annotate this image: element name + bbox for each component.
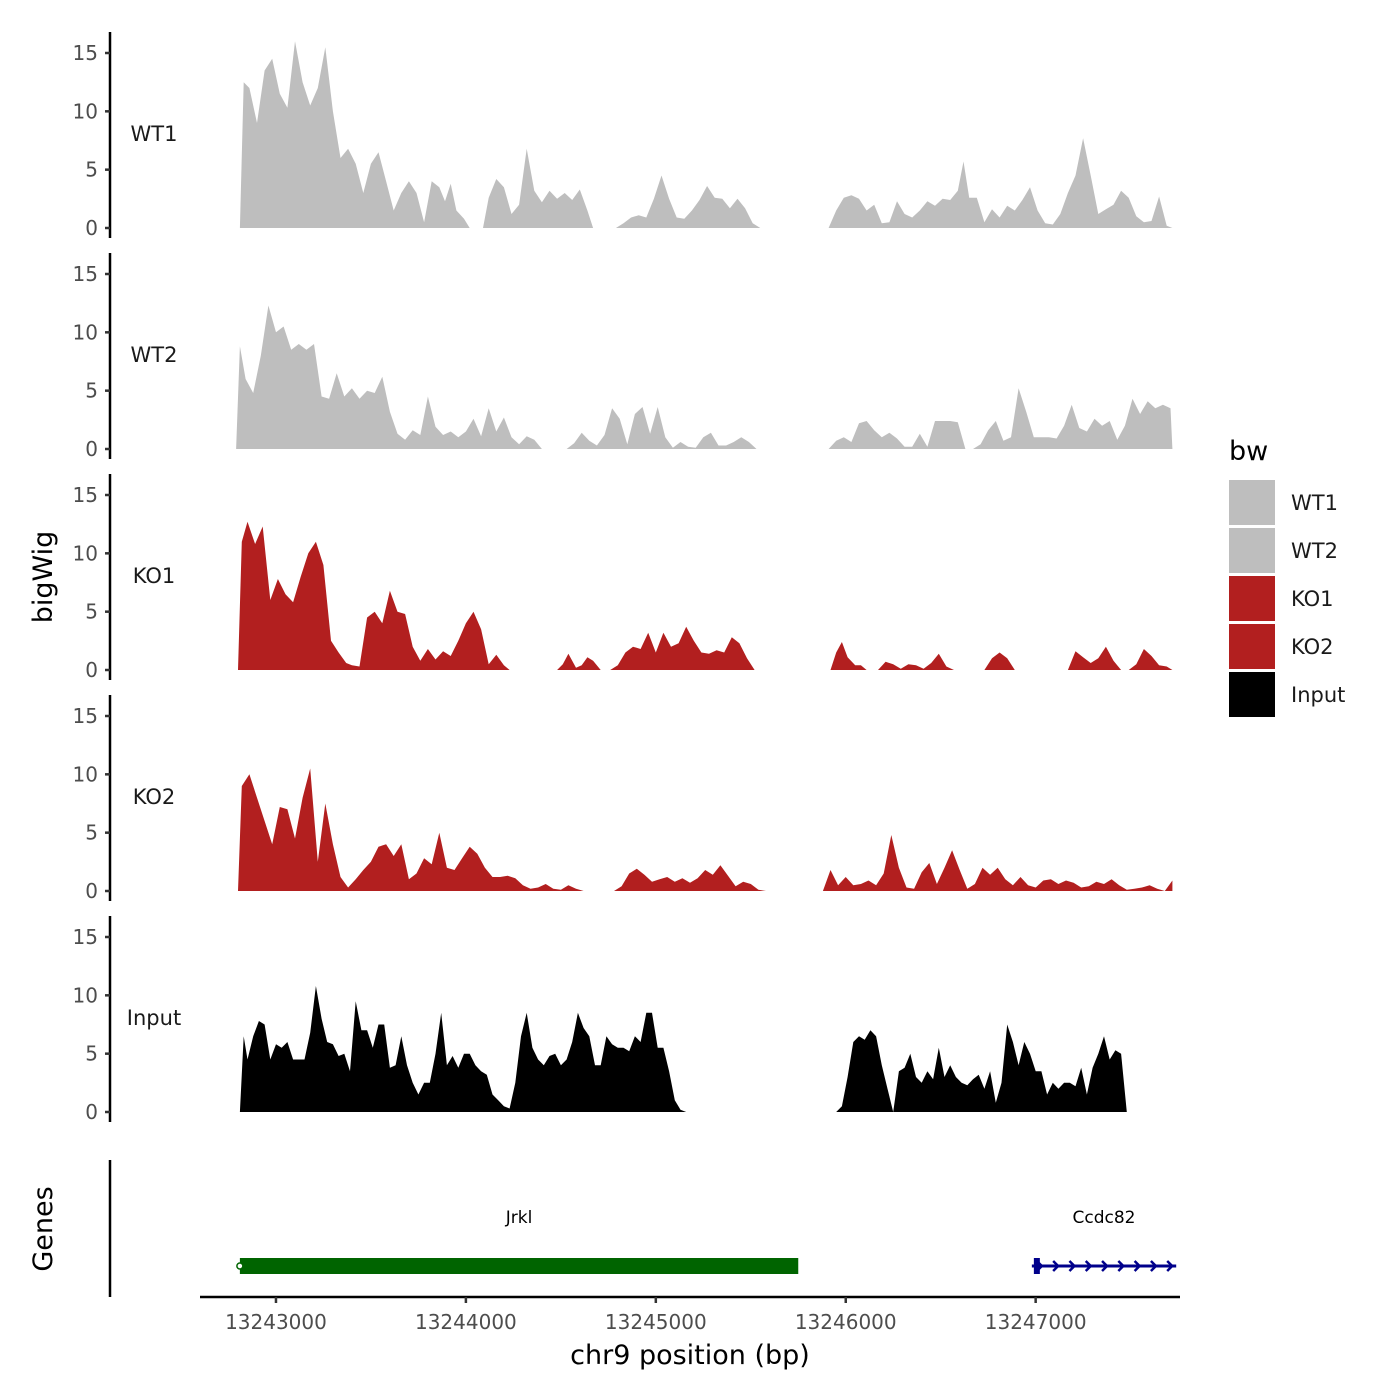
track-label: KO2: [133, 785, 176, 809]
y-tick-label: 0: [85, 437, 98, 461]
gene-strand-arrow: [1052, 1260, 1060, 1272]
legend-key: [1229, 576, 1275, 621]
tracks-panel: 0 5 10 15 WT1 0 5 10 15 WT2 0 5 10 15 KO1 0 5 10 15 KO2 0 5 10…: [73, 32, 1173, 1124]
legend-key: [1229, 672, 1275, 717]
genes-panel: Jrkl Ccdc82: [108, 1160, 1177, 1297]
gene-strand-arrow: [1035, 1260, 1044, 1272]
gene-strand-arrow: [1101, 1260, 1109, 1272]
area-ko2-segment-3: [822, 835, 1173, 891]
area-wt2-segment-3: [828, 388, 1173, 449]
y-tick-label: 15: [73, 483, 98, 507]
y-tick-label: 5: [85, 379, 98, 403]
legend-item-wt2: WT2: [1229, 528, 1338, 573]
legend-label: WT2: [1291, 539, 1338, 563]
y-tick-label: 10: [73, 99, 98, 123]
legend-item-ko2: KO2: [1229, 624, 1334, 669]
area-wt1-segment-1: [239, 41, 482, 228]
y-tick-label: 10: [73, 762, 98, 786]
track-wt2: 0 5 10 15 WT2: [73, 253, 1173, 461]
y-tick-label: 5: [85, 158, 98, 182]
x-tick-label: 13246000: [795, 1310, 897, 1334]
legend-title: bw: [1229, 436, 1268, 467]
y-tick-label: 5: [85, 1042, 98, 1066]
x-tick-label: 13245000: [605, 1310, 707, 1334]
y-tick-label: 10: [73, 541, 98, 565]
gene-strand-arrow: [1084, 1260, 1093, 1272]
x-tick-label: 13244000: [415, 1310, 517, 1334]
area-ko2-segment-2: [614, 865, 766, 891]
track-wt1: 0 5 10 15 WT1: [73, 32, 1173, 240]
y-tick-label: 15: [73, 925, 98, 949]
legend-key: [1229, 528, 1275, 573]
gene-ccdc82: Ccdc82: [1031, 1208, 1177, 1274]
x-tick-label: 13243000: [225, 1310, 327, 1334]
legend-key: [1229, 480, 1275, 525]
x-tick-label: 13247000: [985, 1310, 1087, 1334]
gene-jrkl: Jrkl: [236, 1208, 799, 1274]
gene-exon: [239, 1258, 799, 1274]
legend-label: WT1: [1291, 491, 1338, 515]
track-label: WT2: [131, 343, 178, 367]
area-ko1-segment-2: [557, 626, 755, 670]
track-label: KO1: [133, 564, 176, 588]
y-tick-label: 0: [85, 1100, 98, 1124]
area-wt2-segment-1: [236, 305, 584, 449]
legend-item-wt1: WT1: [1229, 480, 1338, 525]
gene-strand-arrow: [1166, 1260, 1174, 1272]
gene-label: Ccdc82: [1073, 1208, 1136, 1228]
y-tick-label: 10: [73, 320, 98, 344]
area-wt2-segment-2: [566, 407, 757, 449]
area-input-segment-1: [239, 986, 761, 1112]
y-tick-label: 0: [85, 216, 98, 240]
y-tick-label: 15: [73, 262, 98, 286]
gene-strand-arrow: [1150, 1260, 1158, 1272]
legend-item-ko1: KO1: [1229, 576, 1334, 621]
y-tick-label: 5: [85, 600, 98, 624]
legend-item-input: Input: [1229, 672, 1345, 717]
area-wt1-segment-4: [828, 138, 1173, 228]
area-ko1-segment-4: [864, 646, 1173, 670]
gene-strand-arrow: [1133, 1260, 1142, 1272]
y-tick-label: 0: [85, 879, 98, 903]
gene-start-marker: [236, 1262, 244, 1270]
genes-axis-title: Genes: [28, 1186, 59, 1271]
area-ko1-segment-3: [830, 642, 867, 670]
y-tick-label: 10: [73, 983, 98, 1007]
area-ko1-segment-1: [238, 521, 510, 670]
gene-strand-arrow: [1117, 1260, 1126, 1272]
area-input-segment-2: [743, 1024, 1127, 1112]
legend-label: Input: [1291, 683, 1345, 707]
y-tick-label: 15: [73, 704, 98, 728]
x-axis: 13243000 13244000 13245000 13246000 13247000: [200, 1295, 1180, 1334]
gene-exon: [1033, 1258, 1040, 1274]
track-label: Input: [127, 1006, 181, 1030]
gene-label: Jrkl: [505, 1208, 533, 1228]
y-tick-label: 0: [85, 658, 98, 682]
x-axis-title: chr9 position (bp): [570, 1340, 810, 1371]
legend-label: KO2: [1291, 635, 1334, 659]
y-axis-title: bigWig: [28, 531, 59, 624]
y-tick-label: 5: [85, 821, 98, 845]
track-label: WT1: [131, 122, 178, 146]
area-wt1-segment-2: [483, 148, 594, 228]
legend-key: [1229, 624, 1275, 669]
area-wt1-segment-3: [615, 175, 761, 228]
area-ko2-segment-1: [238, 768, 599, 891]
track-ko2: 0 5 10 15 KO2: [73, 695, 1173, 903]
legend: bw WT1 WT2 KO1 KO2 Input: [1229, 436, 1345, 717]
gene-strand-arrow: [1068, 1260, 1077, 1272]
track-ko1: 0 5 10 15 KO1: [73, 474, 1173, 682]
legend-label: KO1: [1291, 587, 1334, 611]
track-input: 0 5 10 15 Input: [73, 916, 1127, 1124]
y-tick-label: 15: [73, 41, 98, 65]
